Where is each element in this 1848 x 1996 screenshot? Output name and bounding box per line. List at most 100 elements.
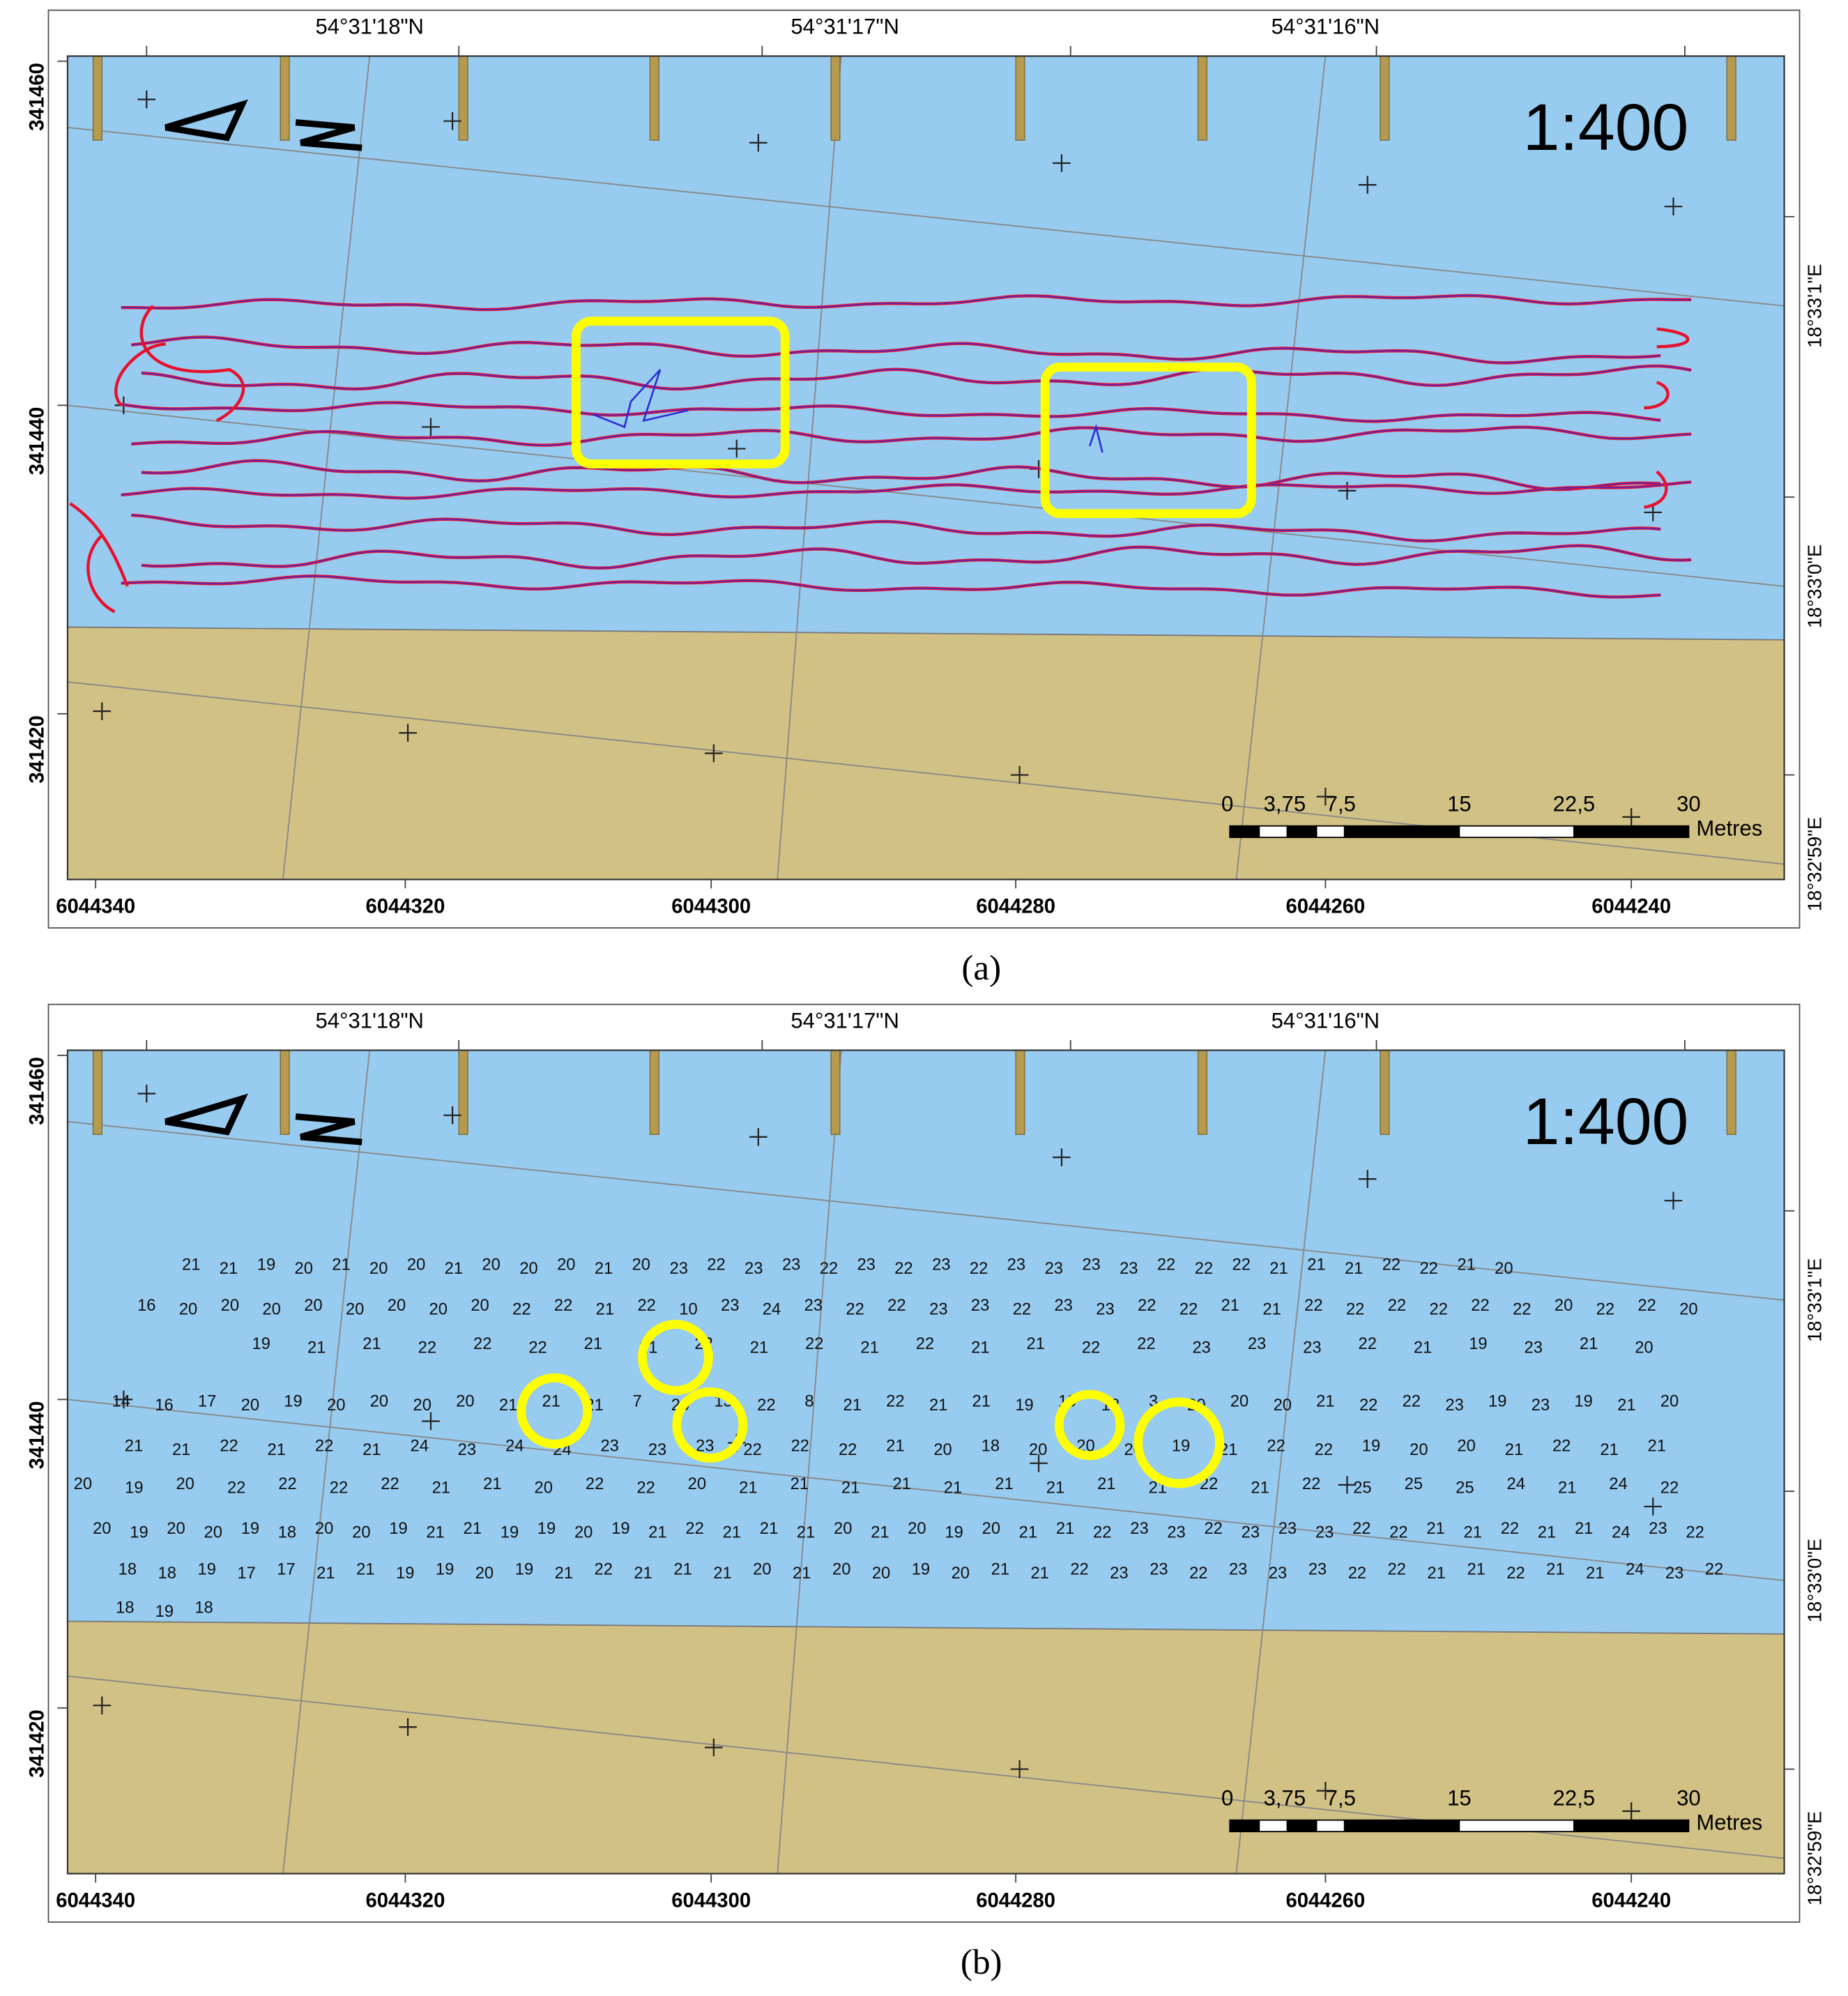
sounding: 22 [1348,1564,1366,1583]
longitude-label: 18°32'59"E [1804,1811,1826,1906]
sounding: 23 [804,1296,823,1315]
sounding: 20 [304,1296,322,1315]
sounding: 24 [1609,1475,1627,1493]
scale-bar-segment [1229,825,1260,839]
sounding: 20 [456,1392,474,1410]
longitude-label: 18°33'1"E [1804,264,1826,348]
sounding: 22 [1359,1334,1377,1353]
easting-label: 6044320 [365,1889,445,1912]
sounding: 23 [670,1259,688,1278]
sounding: 23 [1054,1296,1072,1315]
sounding: 19 [611,1519,629,1538]
northing-label: 341420 [26,1709,49,1778]
scale-bar-label: 15 [1447,792,1472,816]
sounding: 20 [834,1519,852,1538]
sounding: 20 [688,1475,706,1493]
sounding: 21 [1457,1256,1475,1274]
sounding: 22 [1359,1396,1377,1415]
sounding: 20 [241,1396,259,1415]
longitude-label: 18°33'1"E [1804,1258,1826,1342]
sounding: 21 [991,1560,1009,1579]
sounding: 10 [679,1300,697,1319]
sounding: 20 [535,1479,553,1498]
sounding: 19 [130,1523,148,1542]
sounding: 20 [1457,1436,1475,1455]
sounding: 22 [594,1560,612,1579]
scale-bar-segment [1573,825,1690,839]
sounding: 22 [315,1436,333,1455]
sounding: 22 [970,1259,988,1278]
panel-caption: (b) [961,1942,1002,1982]
sounding: 18 [278,1523,296,1542]
survey-track-core [141,459,1661,490]
sounding: 21 [584,1334,602,1353]
sounding: 24 [1626,1560,1644,1579]
sounding: 23 [1096,1300,1114,1319]
pier-post [1197,1050,1208,1135]
sounding: 21 [332,1256,350,1274]
sounding: 23 [1303,1339,1321,1357]
sounding: 21 [1467,1560,1485,1579]
sounding: 22 [846,1300,864,1319]
survey-track-core [121,575,1661,598]
sounding: 23 [1130,1519,1148,1538]
land [67,626,1785,880]
sounding: 21 [542,1392,560,1410]
grid-cross [1358,176,1377,194]
survey-track-core [141,365,1692,390]
sounding: 22 [707,1256,725,1274]
sounding: 19 [389,1519,407,1538]
sounding: 23 [1007,1256,1025,1274]
sounding: 22 [1138,1296,1156,1315]
pier-post [1015,56,1025,141]
pier-post [1726,56,1736,141]
scale-bar-segment [1258,1819,1288,1833]
sounding: 20 [346,1300,364,1319]
scale-bar-label: 0 [1221,792,1233,816]
sounding: 21 [1262,1300,1281,1319]
grid-cross [1010,1760,1029,1778]
sounding: 22 [418,1339,436,1357]
sounding: 22 [1382,1256,1400,1274]
grid-cross [1664,197,1683,215]
sounding: 25 [1456,1479,1474,1498]
sounding: 21 [1575,1519,1593,1538]
scale-bar-label: 3,75 [1264,792,1306,816]
sounding: 19 [1015,1396,1033,1415]
sounding: 18 [119,1560,137,1579]
map-body: 21 21 19 20 21 20 20 21 20 20 20 21 20 23 22 23 23 22 23 22… [67,1050,1785,1874]
survey-track-core [131,426,1692,446]
grid-cross [1622,1802,1640,1820]
sounding: 21 [316,1564,335,1583]
sounding: 20 [294,1259,312,1278]
sounding: 21 [426,1523,444,1542]
sounding: 19 [1469,1334,1487,1353]
sounding: 21 [886,1436,904,1455]
pier-post [458,56,468,141]
grid-cross [93,702,112,720]
sounding: 21 [595,1259,613,1278]
sounding: 16 [155,1396,173,1415]
easting-label: 6044320 [365,895,445,917]
northing-label: 341460 [26,63,49,131]
sounding: 20 [176,1475,194,1493]
easting-label: 6044300 [671,1889,751,1912]
grid-cross [1010,765,1029,784]
sounding: 23 [1649,1519,1667,1538]
sounding: 24 [505,1436,524,1455]
sounding: 22 [1388,1296,1406,1315]
highlight-circle [638,1320,713,1395]
highlight-box [1040,363,1256,519]
sounding: 24 [1506,1475,1525,1493]
sounding: 20 [1495,1259,1513,1278]
sounding: 19 [396,1564,414,1583]
sounding: 21 [860,1339,878,1357]
sounding: 22 [1506,1564,1525,1583]
sounding: 19 [252,1334,270,1353]
longitude-label: 18°33'0"E [1804,544,1826,628]
sounding: 21 [929,1396,947,1415]
sounding: 20 [557,1256,575,1274]
grid-cross [443,1106,461,1125]
sounding: 20 [482,1256,500,1274]
